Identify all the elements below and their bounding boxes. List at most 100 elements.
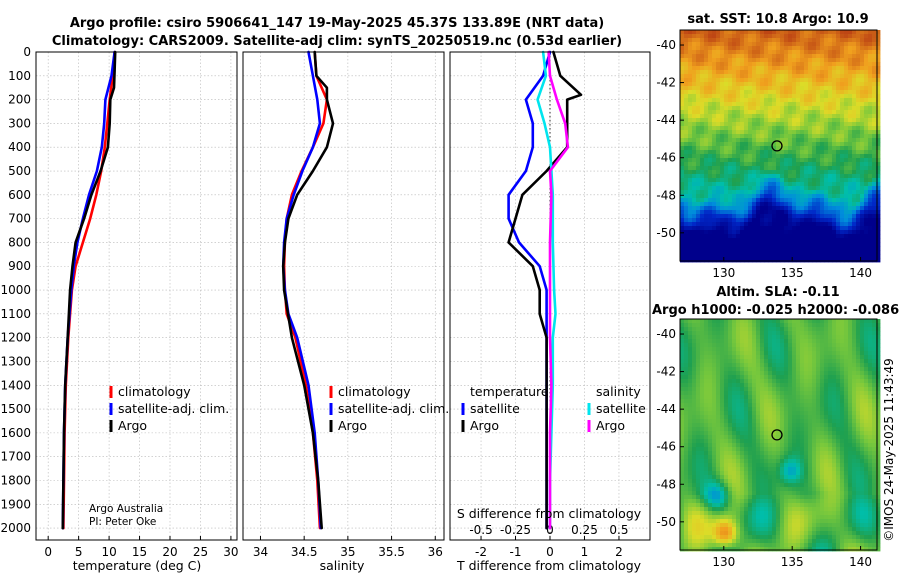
map-cell [796,447,801,452]
map-cell [744,242,749,247]
map-cell [872,407,877,412]
map-cell [848,351,853,356]
map-cell [768,339,773,344]
map-cell [860,46,865,51]
map-cell [832,246,837,251]
map-cell [764,230,769,235]
map-cell [720,198,725,203]
map-cell [788,431,793,436]
map-cell [772,323,777,328]
map-cell [824,70,829,75]
map-cell [824,186,829,191]
map-cell [812,258,817,263]
map-cell [768,66,773,71]
map-cell [692,146,697,151]
map-cell [752,174,757,179]
map-cell [824,114,829,119]
map-cell [732,58,737,63]
map-cell [680,58,685,63]
map-cell [716,242,721,247]
map-cell [728,226,733,231]
map-cell [828,383,833,388]
map-cell [836,339,841,344]
map-cell [864,355,869,360]
map-cell [796,118,801,123]
map-cell [684,439,689,444]
map-cell [736,403,741,408]
map-cell [844,174,849,179]
map-cell [792,170,797,175]
map-cell [712,50,717,55]
map-cell [752,126,757,131]
map-cell [748,146,753,151]
map-cell [760,250,765,255]
map-cell [876,214,881,219]
map-cell [836,50,841,55]
map-cell [696,30,701,35]
map-cell [784,162,789,167]
map-cell [740,399,745,404]
map-cell [752,170,757,175]
map-cell [752,246,757,251]
map-cell [720,226,725,231]
legend-label-satellite: satellite-adj. clim. [118,401,229,416]
map-cell [848,419,853,424]
plot-frame [35,51,238,541]
map-cell [796,146,801,151]
map-cell [708,363,713,368]
map-cell [736,54,741,59]
map-cell [684,371,689,376]
map-cell [832,407,837,412]
map-cell [800,371,805,376]
map-cell [748,423,753,428]
map-cell [748,447,753,452]
map-cell [740,190,745,195]
map-cell [784,46,789,51]
map-cell [724,319,729,324]
map-cell [780,82,785,87]
map-cell [724,258,729,263]
map-cell [816,371,821,376]
map-cell [860,343,865,348]
map-cell [700,447,705,452]
map-cell [840,246,845,251]
map-cell [680,142,685,147]
map-cell [700,459,705,464]
map-cell [836,206,841,211]
map-cell [704,150,709,155]
map-cell [812,351,817,356]
map-cell [832,419,837,424]
map-cell [864,218,869,223]
map-cell [824,331,829,336]
map-cell [764,222,769,227]
map-cell [764,94,769,99]
map-cell [764,427,769,432]
map-y-tick-label: -48 [656,188,676,202]
map-cell [844,403,849,408]
map-cell [780,250,785,255]
map-cell [716,222,721,227]
map-cell [836,70,841,75]
map-cell [752,383,757,388]
map-cell [760,174,765,179]
map-cell [832,455,837,460]
map-cell [724,371,729,376]
map-cell [696,467,701,472]
map-cell [764,455,769,460]
map-cell [728,162,733,167]
map-cell [708,403,713,408]
map-cell [732,46,737,51]
map-cell [876,254,881,259]
map-cell [732,363,737,368]
map-cell [864,158,869,163]
map-cell [696,327,701,332]
map-cell [688,411,693,416]
map-cell [744,154,749,159]
map-cell [832,463,837,468]
map-cell [776,238,781,243]
map-cell [716,206,721,211]
map-cell [684,170,689,175]
map-cell [736,435,741,440]
map-cell [844,222,849,227]
map-cell [732,423,737,428]
